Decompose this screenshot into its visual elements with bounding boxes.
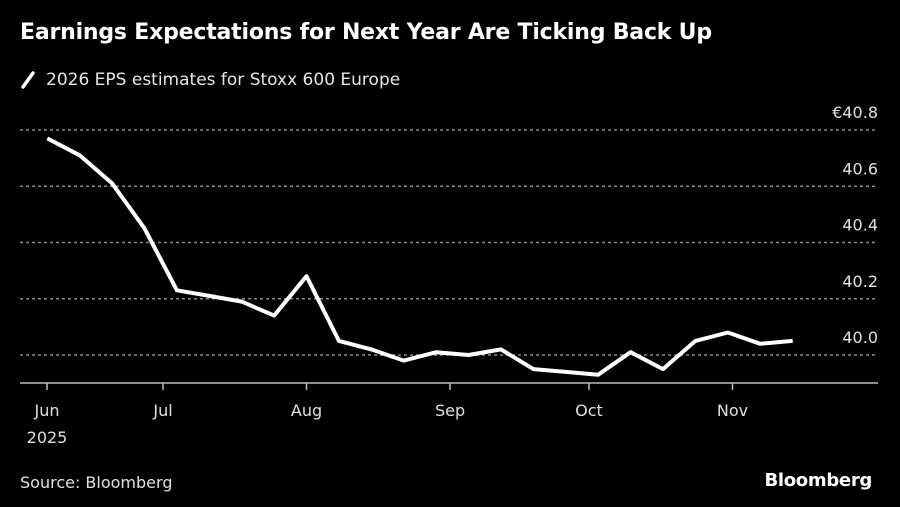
x-tick-label: Aug <box>291 401 322 420</box>
x-tick-label: Jun <box>34 401 60 420</box>
x-tick-label: Nov <box>717 401 748 420</box>
legend-line-icon <box>20 70 36 90</box>
bloomberg-logo: Bloomberg <box>764 470 872 491</box>
source-note: Source: Bloomberg <box>20 473 173 492</box>
chart-title: Earnings Expectations for Next Year Are … <box>20 20 712 45</box>
x-tick-label: Sep <box>435 401 465 420</box>
y-tick-label: 40.4 <box>842 216 878 235</box>
legend: 2026 EPS estimates for Stoxx 600 Europe <box>20 70 400 90</box>
legend-label: 2026 EPS estimates for Stoxx 600 Europe <box>46 70 401 90</box>
series-line-eps-2026 <box>46 136 793 377</box>
x-tick-sublabel: 2025 <box>27 428 68 447</box>
y-tick-label: 40.0 <box>842 328 878 347</box>
y-tick-label: €40.8 <box>832 103 878 122</box>
y-tick-label: 40.6 <box>842 159 878 178</box>
x-axis-ticks: Jun 2025 Jul Aug Sep Oct Nov <box>27 383 748 447</box>
x-tick-label: Oct <box>575 401 603 420</box>
y-tick-label: 40.2 <box>842 272 878 291</box>
gridlines <box>20 129 878 356</box>
x-tick-label: Jul <box>152 401 172 420</box>
y-axis-labels: 40.0 40.2 40.4 40.6 €40.8 <box>832 103 878 347</box>
